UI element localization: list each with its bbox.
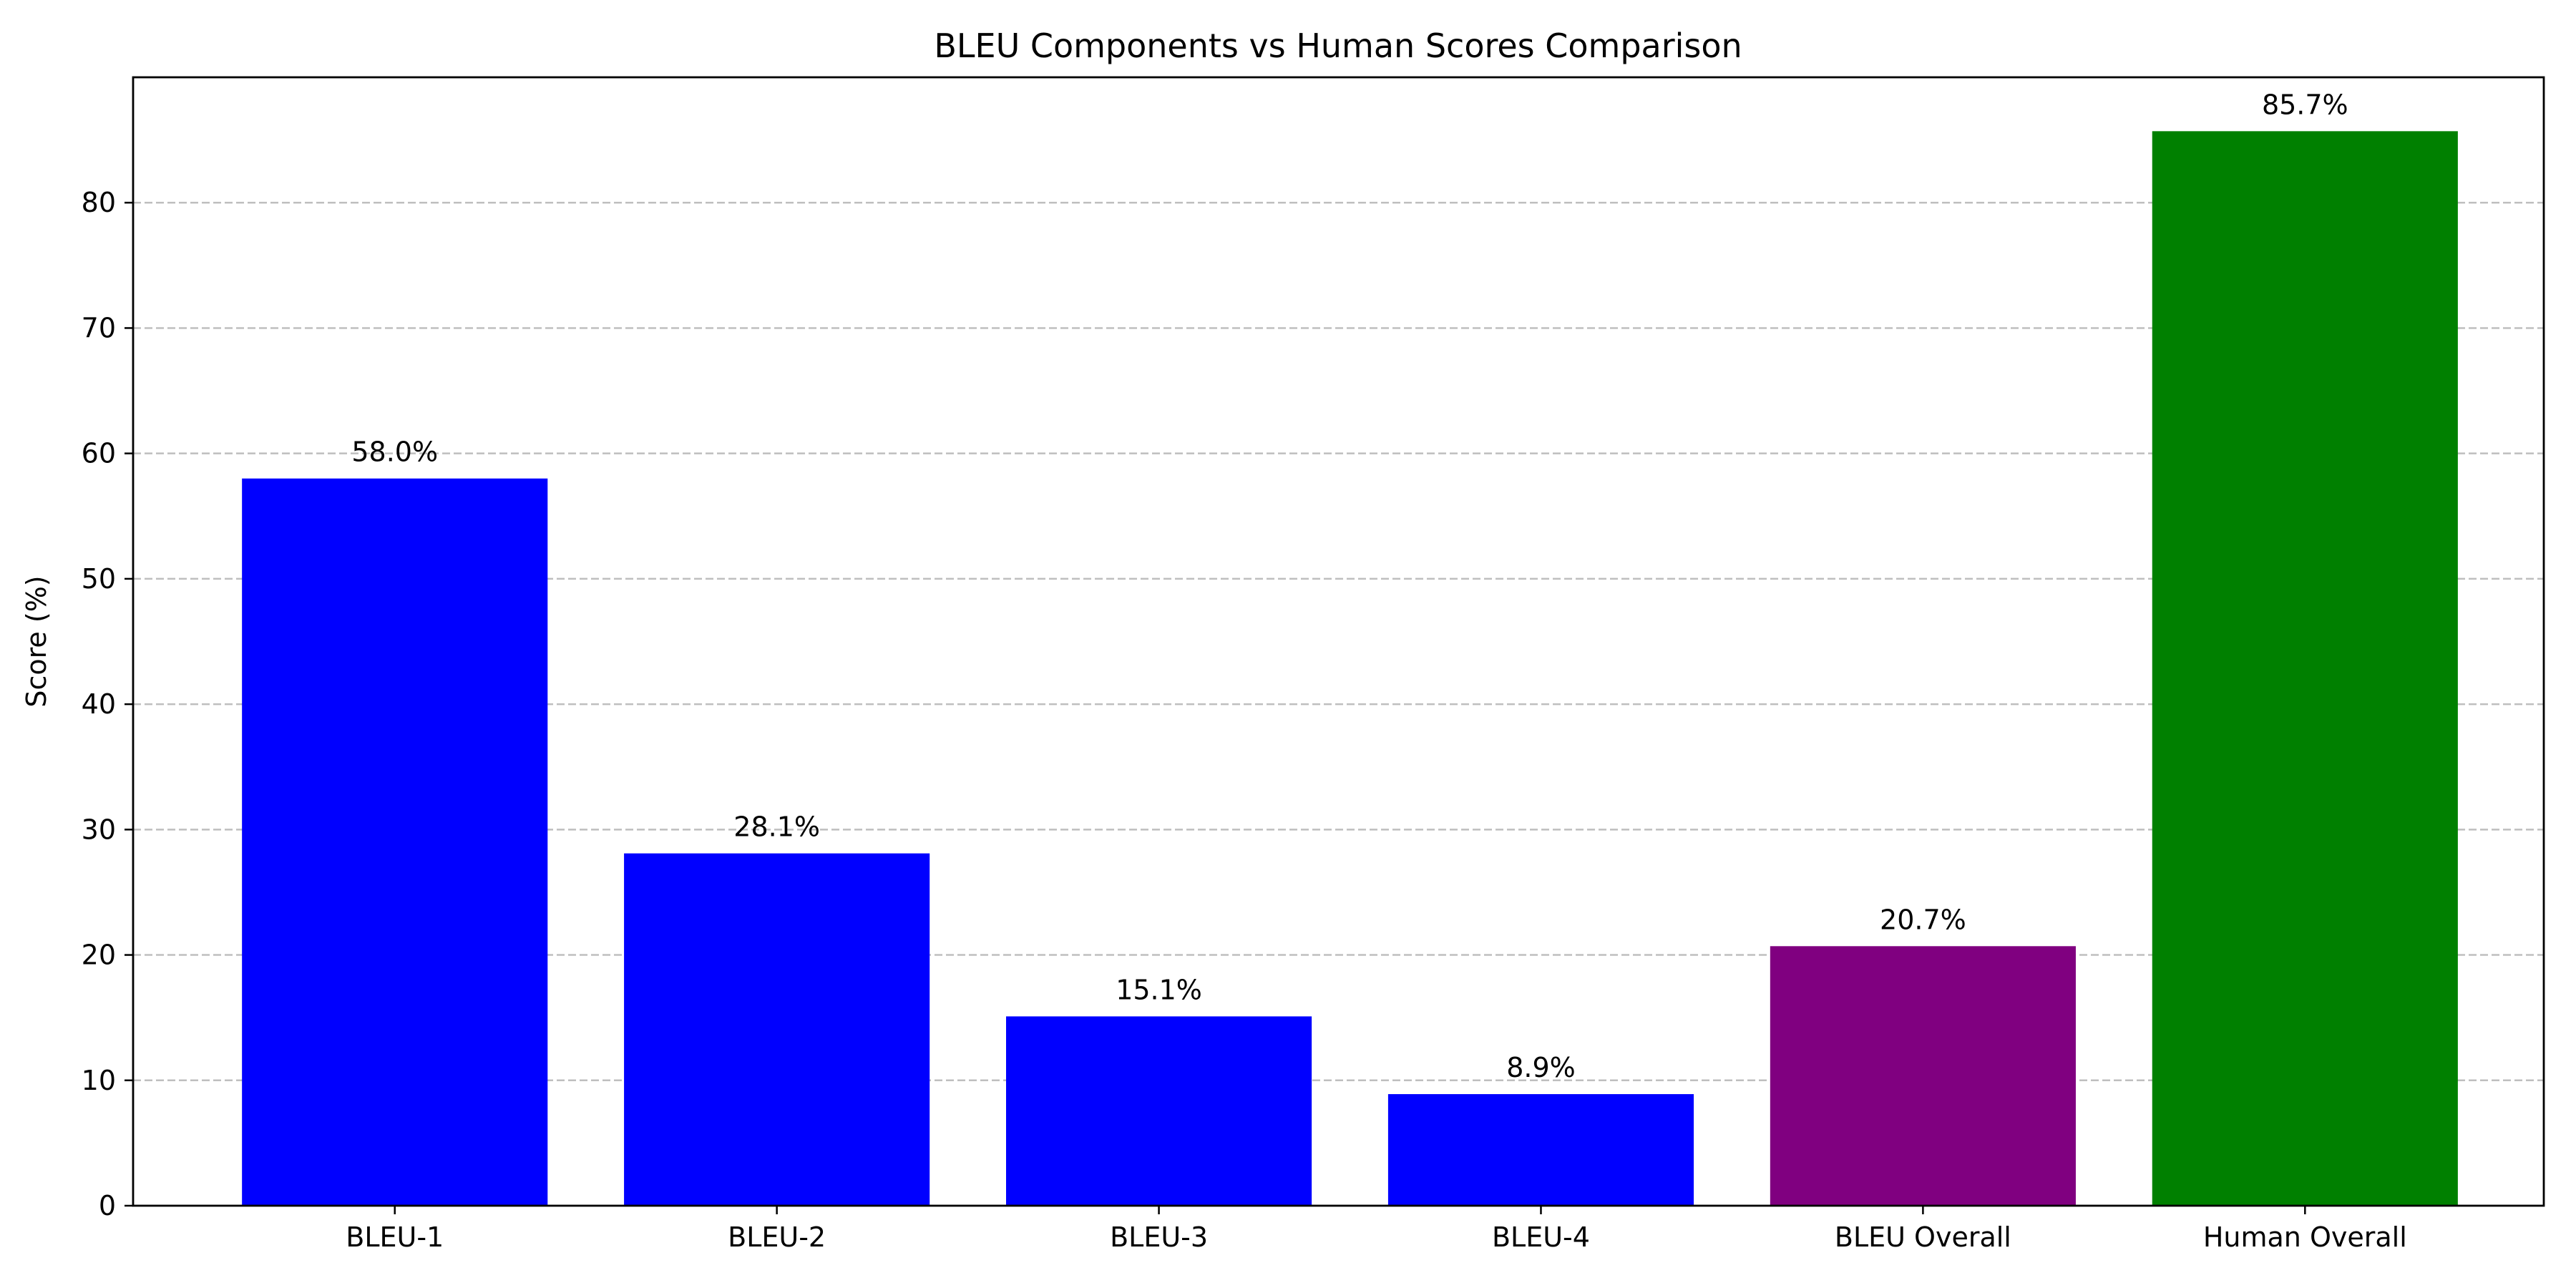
value-label: 58.0%	[351, 436, 438, 468]
plot-frame	[132, 76, 2545, 1207]
value-label: 8.9%	[1506, 1052, 1576, 1083]
x-tick-label: BLEU-1	[346, 1221, 444, 1253]
y-tick-label: 20	[82, 940, 116, 971]
y-tick-label: 0	[99, 1190, 116, 1221]
x-tick-label: BLEU-2	[728, 1221, 826, 1253]
x-axis-ticks: BLEU-1 BLEU-2 BLEU-3 BLEU-4 BLEU Overall Huma…	[346, 1206, 2407, 1253]
y-axis-ticks: 0 10 20 30 40 50 60 70 80	[82, 187, 133, 1221]
x-tick-label: BLEU-4	[1492, 1221, 1590, 1253]
x-tick-label: Human Overall	[2203, 1221, 2407, 1253]
y-tick-label: 10	[82, 1065, 116, 1096]
value-label: 85.7%	[2262, 89, 2348, 120]
bar-bleu-1	[242, 478, 548, 1206]
value-label: 15.1%	[1116, 974, 1202, 1005]
bar-bleu-3	[1005, 1016, 1312, 1206]
bar-bleu-overall	[1770, 946, 2076, 1206]
bar-bleu-4	[1387, 1094, 1694, 1206]
x-tick-label: BLEU-3	[1110, 1221, 1208, 1253]
bar-human-overall	[2152, 131, 2458, 1206]
bar-layer	[242, 131, 2458, 1206]
value-label: 28.1%	[733, 811, 820, 843]
y-axis-label: Score (%)	[21, 575, 52, 707]
value-label-layer: 58.0% 28.1% 15.1% 8.9% 20.7% 85.7%	[351, 89, 2348, 1083]
y-tick-label: 80	[82, 187, 116, 218]
y-tick-label: 50	[82, 563, 116, 595]
y-tick-label: 30	[82, 814, 116, 845]
y-tick-label: 60	[82, 438, 116, 469]
y-tick-label: 70	[82, 312, 116, 343]
chart-title: BLEU Components vs Human Scores Comparis…	[934, 26, 1742, 65]
y-tick-label: 40	[82, 688, 116, 720]
x-tick-label: BLEU Overall	[1835, 1221, 2011, 1253]
value-label: 20.7%	[1880, 904, 1966, 935]
bar-bleu-2	[624, 853, 930, 1206]
